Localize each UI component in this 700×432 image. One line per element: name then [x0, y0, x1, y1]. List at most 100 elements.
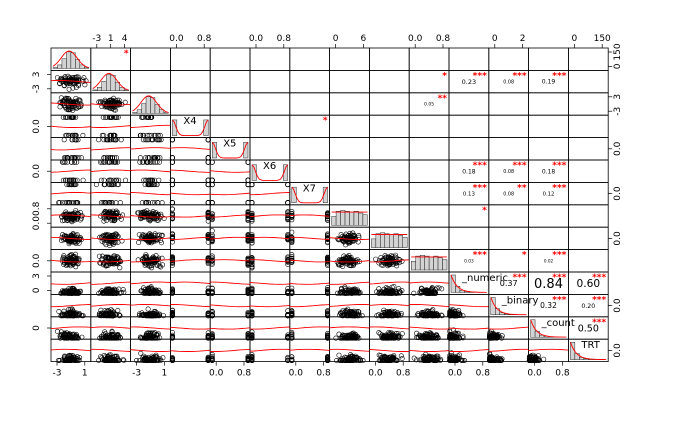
histogram-bar — [203, 119, 209, 136]
smooth-line — [130, 281, 171, 285]
panel-frame — [408, 137, 450, 161]
data-point — [169, 137, 175, 143]
smooth-line — [488, 348, 529, 352]
data-point — [338, 232, 344, 238]
data-point — [102, 208, 108, 214]
panel-3-12 — [528, 114, 569, 138]
density-line — [92, 72, 129, 91]
panel-7-5 — [249, 204, 291, 228]
scatter-points — [136, 231, 165, 246]
panel-frame — [568, 249, 609, 273]
smooth-line — [289, 348, 330, 351]
panel-frame — [249, 92, 291, 116]
data-point — [117, 265, 123, 271]
data-point — [63, 262, 69, 268]
histogram-bar — [371, 238, 377, 248]
significance-stars: *** — [552, 161, 566, 171]
panel-frame — [368, 137, 410, 161]
histogram-bar — [433, 255, 439, 271]
histogram-bar — [163, 112, 169, 114]
panel-11-5 — [249, 293, 291, 319]
scatter-points — [374, 283, 405, 296]
histogram-bar — [172, 119, 178, 136]
data-point — [72, 159, 78, 165]
data-point — [379, 257, 385, 263]
panel-9-9 — [408, 249, 450, 273]
panel-4-9 — [408, 137, 450, 161]
data-point — [72, 214, 78, 220]
panel-12-10 — [447, 316, 490, 341]
smooth-line — [170, 236, 211, 240]
panel-6-9 — [408, 181, 450, 206]
smooth-line — [289, 282, 330, 285]
data-point — [158, 264, 164, 270]
panel-frame — [289, 47, 330, 71]
panel-9-12: 0.02*** — [528, 249, 569, 273]
data-point — [70, 215, 76, 221]
panel-5-12: 0.18*** — [528, 159, 569, 183]
panel-frame — [368, 92, 410, 116]
panel-13-2 — [130, 338, 171, 363]
data-point — [113, 98, 119, 104]
panel-1-8 — [368, 70, 410, 94]
data-point — [159, 200, 165, 206]
data-point — [63, 95, 69, 101]
histogram-bar — [402, 236, 408, 248]
panel-frame — [209, 70, 251, 94]
panel-5-11: 0.08*** — [488, 159, 529, 183]
data-point — [137, 155, 143, 161]
data-point — [111, 114, 117, 120]
smooth-line — [249, 348, 290, 352]
panel-6-13 — [568, 181, 609, 206]
data-point — [381, 255, 387, 261]
scatter-points — [289, 285, 331, 296]
data-point — [80, 177, 86, 183]
data-point — [105, 214, 111, 220]
data-point — [399, 355, 405, 361]
data-point — [152, 182, 158, 188]
significance-stars: *** — [592, 295, 606, 305]
data-point — [117, 200, 123, 206]
panel-11-13: 0.20*** — [568, 293, 609, 318]
smooth-line — [130, 237, 171, 240]
panel-frame — [528, 137, 569, 161]
scatter-points — [447, 307, 466, 319]
scatter-points — [96, 352, 127, 363]
data-point — [289, 254, 295, 260]
panel-7-10: * — [448, 204, 490, 228]
panel-9-0 — [50, 249, 92, 273]
data-point — [150, 254, 156, 260]
data-point — [169, 215, 175, 221]
panel-frame — [408, 204, 450, 228]
panel-frame — [408, 114, 450, 138]
panel-1-5 — [249, 70, 291, 94]
data-point — [140, 137, 146, 143]
data-point — [60, 114, 66, 120]
panel-0-8 — [368, 47, 410, 71]
data-point — [64, 159, 70, 165]
data-point — [156, 137, 162, 143]
panel-3-4 — [209, 114, 251, 138]
panel-12-1 — [90, 316, 132, 341]
smooth-line — [170, 169, 211, 173]
histogram-bar — [92, 89, 98, 92]
panel-frame — [329, 159, 370, 183]
smooth-line — [50, 259, 91, 263]
scatter-points — [96, 253, 124, 271]
data-point — [152, 231, 158, 237]
data-point — [70, 107, 76, 113]
panel-10-13: 0.60*** — [568, 271, 609, 295]
data-point — [74, 255, 80, 261]
panel-1-4 — [209, 70, 251, 94]
scatter-points — [57, 95, 84, 113]
panel-0-5 — [249, 47, 291, 71]
panel-2-6 — [289, 92, 330, 116]
smooth-line — [289, 326, 330, 330]
data-point — [209, 159, 215, 165]
smooth-line — [210, 281, 251, 285]
panel-3-8 — [368, 114, 410, 138]
panel-12-12: _count — [528, 316, 575, 340]
panel-7-12 — [528, 204, 569, 228]
data-point — [289, 236, 295, 242]
density-line — [251, 164, 289, 181]
